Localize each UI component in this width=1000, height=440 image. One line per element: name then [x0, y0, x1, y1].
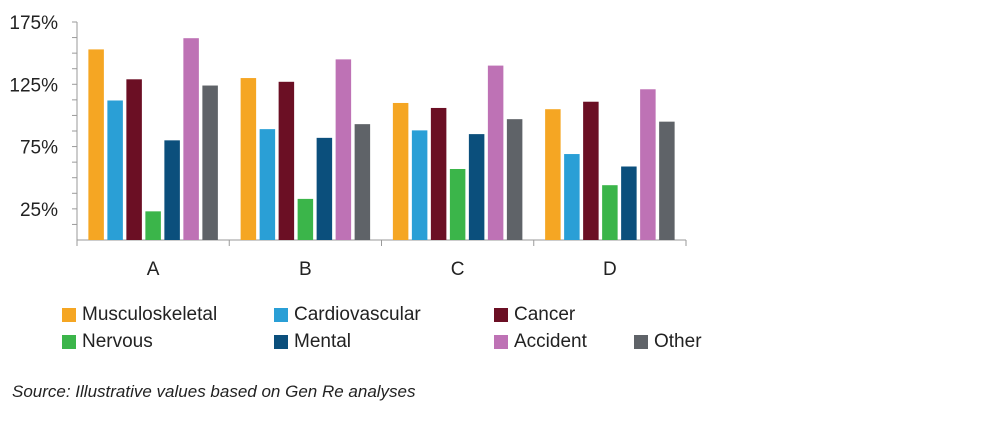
bar-cancer-b — [278, 81, 295, 241]
chart-legend: Musculoskeletal Cardiovascular Cancer Nervo… — [62, 302, 742, 362]
legend-item-musculoskeletal: Musculoskeletal — [62, 302, 217, 328]
bar-cardiovascular-c — [411, 130, 428, 240]
legend-label: Accident — [514, 331, 587, 352]
bar-cardiovascular-b — [259, 129, 276, 240]
legend-swatch — [494, 335, 508, 349]
bar-cardiovascular-d — [564, 154, 580, 240]
bar-other-b — [354, 124, 371, 240]
legend-label: Cancer — [514, 304, 576, 325]
bar-cardiovascular-a — [107, 100, 123, 240]
legend-item-other: Other — [634, 329, 702, 355]
legend-item-nervous: Nervous — [62, 329, 153, 355]
x-category-label: B — [299, 259, 312, 280]
legend-swatch — [274, 308, 288, 322]
chart-labels: 25% 75% 125% 175% A B C D — [9, 13, 616, 280]
bar-accident-c — [487, 65, 504, 240]
x-category-label: A — [147, 259, 160, 280]
legend-item-cardiovascular: Cardiovascular — [274, 302, 421, 328]
legend-label: Other — [654, 331, 702, 352]
legend-swatch — [494, 308, 508, 322]
y-tick-label: 75% — [20, 138, 58, 159]
y-tick-label: 25% — [20, 200, 58, 221]
x-category-label: C — [451, 259, 465, 280]
bar-accident-d — [640, 89, 656, 240]
bar-chart: 25% 75% 125% 175% A B C D — [9, 13, 687, 280]
bar-mental-a — [164, 140, 180, 240]
bar-nervous-a — [145, 211, 161, 240]
bar-musculoskeletal-c — [392, 102, 409, 240]
bar-musculoskeletal-b — [240, 78, 257, 240]
legend-label: Mental — [294, 331, 352, 352]
legend-swatch — [274, 335, 288, 349]
y-tick-label: 125% — [9, 75, 58, 96]
bar-nervous-d — [602, 185, 618, 240]
legend-item-mental: Mental — [274, 329, 351, 355]
legend-swatch — [62, 335, 76, 349]
legend-swatch — [62, 308, 76, 322]
legend-item-accident: Accident — [494, 329, 587, 355]
bar-cancer-c — [430, 107, 447, 240]
bar-cancer-d — [583, 101, 599, 241]
y-tick-label: 175% — [9, 13, 58, 34]
legend-label: Cardiovascular — [294, 304, 421, 325]
bar-accident-b — [335, 59, 352, 240]
bar-nervous-b — [297, 198, 314, 240]
bar-musculoskeletal-d — [545, 109, 561, 240]
chart-bars — [88, 38, 675, 241]
bar-musculoskeletal-a — [88, 49, 104, 240]
bar-cancer-a — [126, 79, 142, 240]
bar-nervous-c — [449, 168, 466, 240]
legend-swatch — [634, 335, 648, 349]
bar-mental-b — [316, 137, 333, 240]
legend-label: Nervous — [82, 331, 153, 352]
bar-other-c — [506, 119, 523, 240]
legend-item-cancer: Cancer — [494, 302, 575, 328]
x-category-label: D — [603, 259, 617, 280]
bar-mental-c — [468, 134, 485, 240]
source-note: Source: Illustrative values based on Gen… — [12, 382, 416, 401]
bar-accident-a — [183, 38, 199, 240]
bar-mental-d — [621, 166, 637, 240]
legend-label: Musculoskeletal — [82, 304, 218, 325]
bar-other-a — [202, 85, 218, 240]
bar-other-d — [659, 121, 675, 240]
